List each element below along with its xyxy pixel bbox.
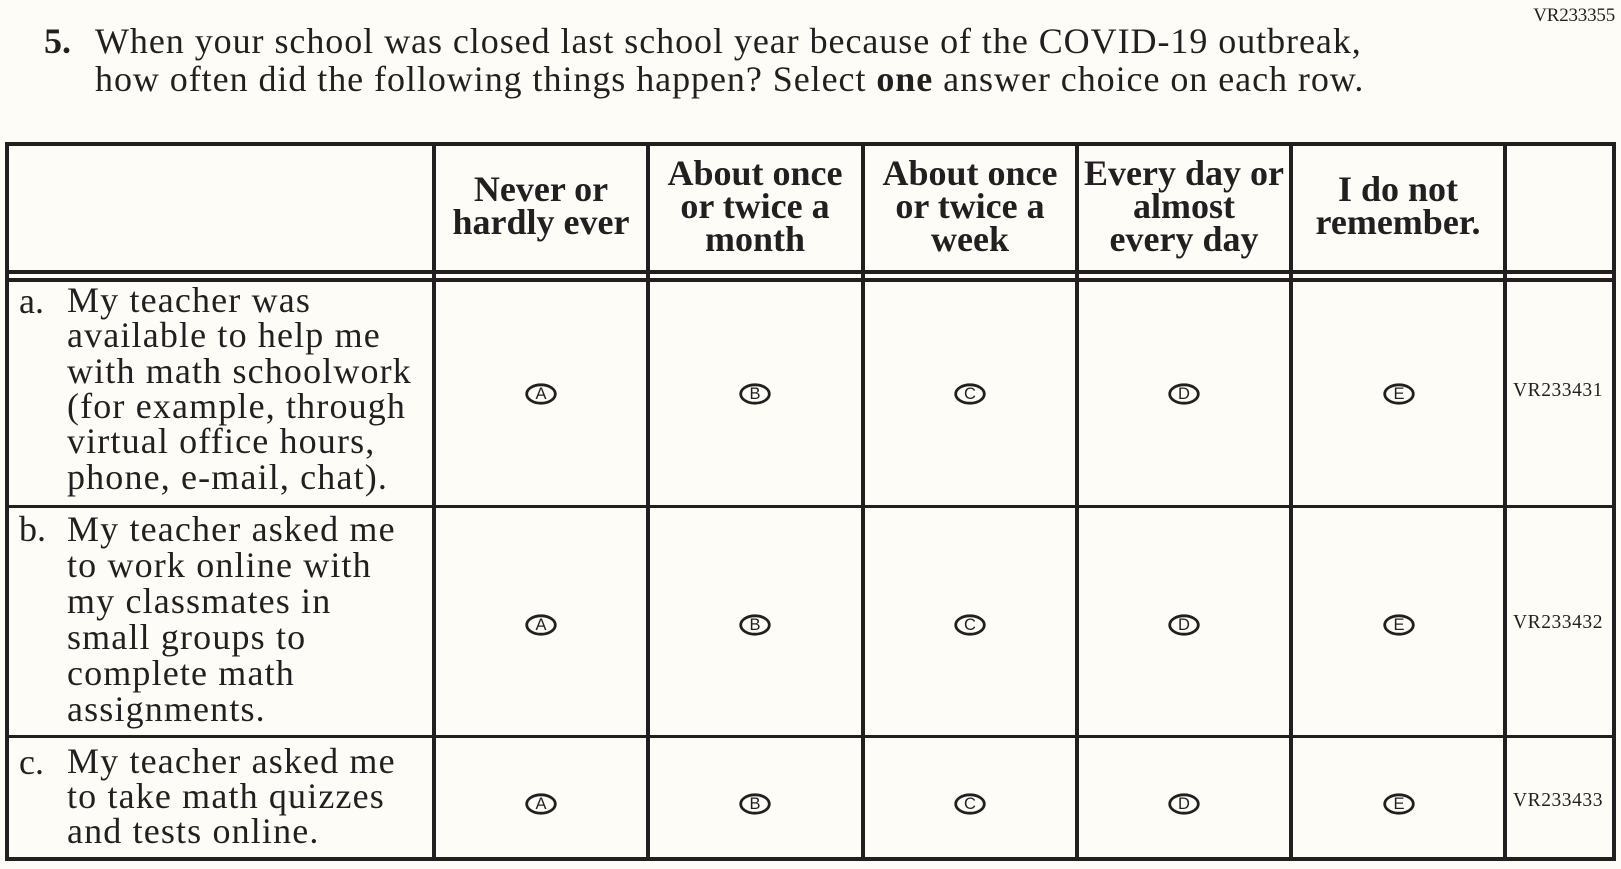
svg-text:E: E <box>1393 795 1404 813</box>
svg-text:A: A <box>535 616 546 634</box>
svg-text:D: D <box>1178 385 1190 403</box>
svg-text:E: E <box>1393 616 1404 634</box>
svg-text:B: B <box>749 385 760 403</box>
svg-text:C: C <box>964 795 976 813</box>
svg-text:D: D <box>1178 616 1190 634</box>
svg-text:C: C <box>964 616 976 634</box>
svg-text:C: C <box>964 385 976 403</box>
svg-text:D: D <box>1178 795 1190 813</box>
svg-text:E: E <box>1393 385 1404 403</box>
svg-text:B: B <box>749 616 760 634</box>
svg-text:B: B <box>749 795 760 813</box>
svg-text:A: A <box>535 385 546 403</box>
svg-text:A: A <box>535 795 546 813</box>
